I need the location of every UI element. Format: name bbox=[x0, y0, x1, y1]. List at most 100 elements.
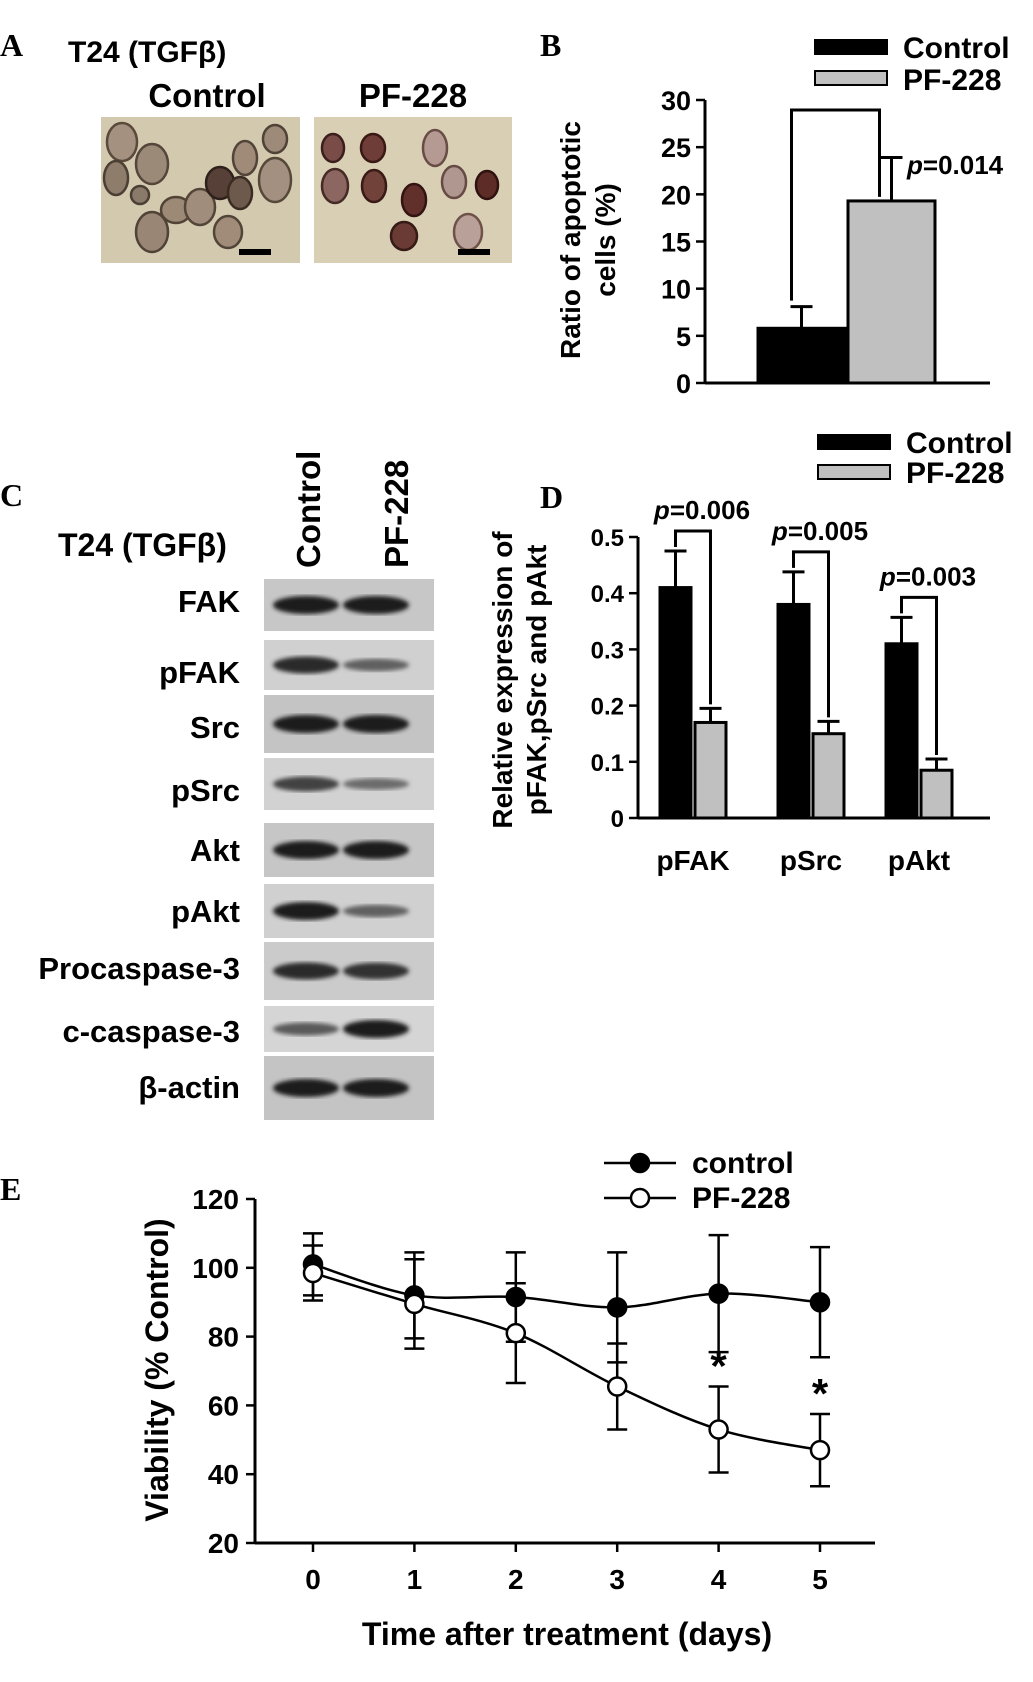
blot-label-src: Src bbox=[190, 710, 240, 745]
band-src-lane-2 bbox=[343, 715, 409, 733]
point-pf-228-4 bbox=[708, 1419, 729, 1440]
y-axis-label: Ratio of apoptotic cells (%) bbox=[555, 121, 621, 359]
panel-b-letter: B bbox=[540, 27, 561, 63]
y-tick-label-4: 0.4 bbox=[591, 581, 625, 608]
significance-asterisk-1: * bbox=[812, 1370, 829, 1417]
chart-b: 0 5 10 15 20 25 30 Ratio of apoptotic cells (%) p… bbox=[555, 32, 1010, 399]
bar-psrc-control bbox=[776, 602, 811, 820]
lane-label-pf228: PF-228 bbox=[378, 460, 415, 568]
band-akt-lane-1 bbox=[273, 841, 339, 859]
y-tick-label-3: 15 bbox=[661, 228, 691, 258]
panel-a-letter: A bbox=[0, 27, 23, 63]
y-axis-label: Viability (% Control) bbox=[139, 1218, 175, 1521]
legend-label-control: control bbox=[692, 1147, 794, 1180]
bar-pakt-pf-228 bbox=[919, 768, 954, 820]
panel-e: E 20 40 60 80 100 120 0 1 2 3 4 5 Time after treatme… bbox=[0, 1147, 875, 1652]
scale-bar bbox=[458, 249, 490, 255]
panel-a-title: T24 (TGFβ) bbox=[68, 36, 226, 69]
blot-label-c-caspase-3: c-caspase-3 bbox=[62, 1014, 240, 1049]
blot-label-fak: FAK bbox=[178, 584, 241, 619]
y-tick-label-5: 0.5 bbox=[591, 525, 624, 552]
point-pf-228-2 bbox=[505, 1322, 527, 1344]
band-actin-lane-1 bbox=[273, 1079, 339, 1097]
significance-bracket-1 bbox=[792, 550, 830, 718]
bar-pfak-control bbox=[658, 586, 693, 820]
y-tick-label-0: 20 bbox=[208, 1528, 239, 1559]
cell-5 bbox=[183, 187, 217, 227]
band-psrc-lane-2 bbox=[343, 778, 409, 790]
x-tick-label-4: 4 bbox=[711, 1564, 727, 1595]
micrograph-control bbox=[101, 117, 300, 263]
cell-2 bbox=[320, 167, 350, 205]
blot-label-pfak: pFAK bbox=[159, 655, 241, 690]
band-pakt-lane-1 bbox=[273, 902, 339, 920]
cell-2 bbox=[102, 159, 130, 197]
band-akt-lane-2 bbox=[343, 841, 409, 859]
cell-0 bbox=[320, 132, 346, 164]
western-blot: FAK pFAK Src pSrc Akt pAkt Procaspase-3 c-caspa… bbox=[38, 579, 434, 1120]
x-tick-label-5: 5 bbox=[812, 1564, 828, 1595]
band-src-lane-1 bbox=[273, 715, 339, 733]
blot-label-pakt: pAkt bbox=[171, 894, 240, 929]
x-tick-label-psrc: pSrc bbox=[780, 845, 842, 876]
band-c-caspase-3-lane-2 bbox=[343, 1020, 409, 1038]
chart-e: 20 40 60 80 100 120 0 1 2 3 4 5 Time after treatment… bbox=[139, 1147, 875, 1652]
point-pf-228-0 bbox=[302, 1262, 324, 1284]
cell-0 bbox=[105, 121, 139, 163]
legend-label-pf228: PF-228 bbox=[903, 64, 1001, 97]
band-procaspase-3-lane-1 bbox=[273, 962, 339, 980]
cell-9 bbox=[389, 220, 419, 252]
legend-label-pf228: PF-228 bbox=[906, 457, 1004, 490]
panel-c: C T24 (TGFβ) Control PF-228 FAK pFAK Src pS… bbox=[0, 451, 434, 1120]
scale-bar bbox=[239, 249, 271, 255]
y-tick-label-3: 0.3 bbox=[591, 637, 624, 664]
panel-e-letter: E bbox=[0, 1171, 21, 1207]
chart-d: 0 0.1 0.2 0.3 0.4 0.5 Relative expression of pF… bbox=[487, 427, 1013, 876]
x-tick-label-2: 2 bbox=[508, 1564, 524, 1595]
y-tick-label-3: 80 bbox=[208, 1322, 239, 1353]
p-value-0: p=0.006 bbox=[653, 495, 750, 525]
cell-8 bbox=[474, 169, 500, 201]
band-actin-lane-2 bbox=[343, 1079, 409, 1097]
y-tick-label-5: 25 bbox=[661, 133, 691, 163]
p-value-1: p=0.005 bbox=[771, 516, 868, 546]
legend-label-pf228: PF-228 bbox=[692, 1182, 790, 1215]
band-procaspase-3-lane-2 bbox=[343, 962, 409, 980]
x-tick-label-pakt: pAkt bbox=[888, 845, 950, 876]
cell-3 bbox=[360, 168, 388, 204]
band-fak-lane-2 bbox=[343, 596, 409, 614]
x-tick-label-1: 1 bbox=[407, 1564, 423, 1595]
cell-6 bbox=[440, 164, 468, 200]
bar-pakt-control bbox=[884, 642, 919, 820]
panel-c-title: T24 (TGFβ) bbox=[58, 527, 227, 563]
micrograph-pf228 bbox=[314, 117, 512, 263]
p-value: p=0.014 bbox=[906, 150, 1004, 180]
significance-bracket-2 bbox=[900, 595, 938, 755]
point-control-4 bbox=[708, 1283, 729, 1304]
blot-label-procaspase-3: Procaspase-3 bbox=[38, 951, 240, 986]
x-tick-label-3: 3 bbox=[609, 1564, 625, 1595]
legend-marker-pf228 bbox=[629, 1187, 651, 1209]
x-tick-label-0: 0 bbox=[305, 1564, 321, 1595]
cell-12 bbox=[129, 184, 151, 206]
panel-b: B 0 5 10 15 20 25 30 Ratio of apoptotic cells (%… bbox=[540, 27, 1010, 399]
cell-1 bbox=[134, 142, 170, 186]
cell-10 bbox=[261, 123, 289, 155]
point-control-5 bbox=[809, 1291, 831, 1313]
x-tick-label-pfak: pFAK bbox=[656, 845, 729, 876]
panel-a: A T24 (TGFβ) Control PF-228 bbox=[0, 27, 512, 263]
series-line-control bbox=[312, 1263, 821, 1309]
y-tick-label-4: 20 bbox=[661, 180, 691, 210]
y-tick-label-1: 0.1 bbox=[591, 750, 624, 777]
bar-control bbox=[756, 326, 847, 385]
y-tick-label-2: 0.2 bbox=[591, 694, 624, 721]
band-c-caspase-3-lane-1 bbox=[273, 1022, 339, 1036]
cell-3 bbox=[134, 210, 170, 254]
legend-swatch-pf228 bbox=[817, 464, 891, 480]
panel-a-label-control: Control bbox=[148, 77, 265, 114]
point-pf-228-5 bbox=[809, 1439, 831, 1461]
cell-11 bbox=[212, 214, 244, 250]
band-fak-lane-1 bbox=[273, 596, 339, 614]
band-pakt-lane-2 bbox=[343, 904, 409, 918]
